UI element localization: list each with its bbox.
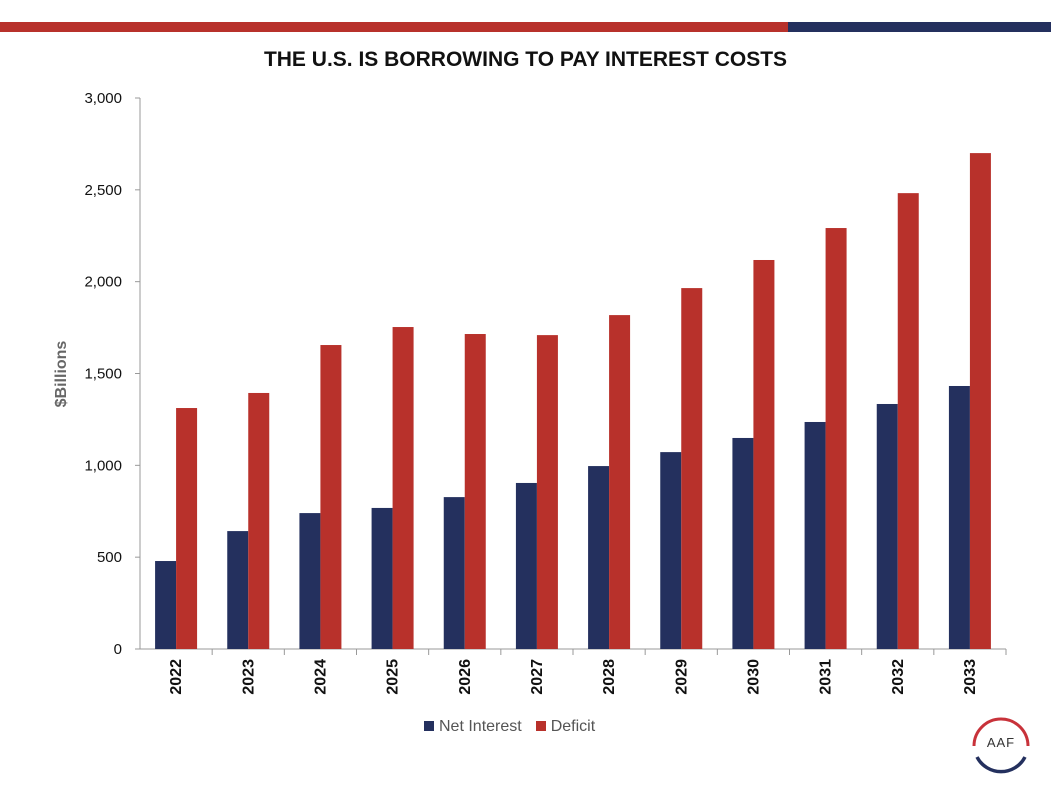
y-tick-label: 500 (97, 549, 122, 566)
x-tick-label: 2029 (673, 659, 690, 695)
y-tick-label: 2,500 (84, 182, 122, 199)
legend-swatch (535, 721, 546, 731)
bar-deficit-2024 (320, 345, 342, 649)
bar-deficit-2033 (969, 153, 991, 649)
x-tick-label: 2026 (457, 659, 474, 695)
y-axis-label: $Billions (53, 341, 70, 408)
top-stripe-red (0, 22, 788, 32)
x-tick-label: 2033 (962, 659, 979, 695)
x-tick-label: 2028 (601, 659, 618, 695)
bar-deficit-2026 (464, 334, 486, 649)
legend-label: Deficit (550, 718, 596, 735)
x-tick-label: 2027 (529, 659, 546, 695)
y-tick-label: 1,500 (84, 366, 122, 383)
x-tick-label: 2031 (818, 659, 835, 695)
x-tick-label: 2022 (168, 659, 185, 695)
y-tick-label: 3,000 (84, 90, 122, 107)
y-tick-label: 1,000 (84, 457, 122, 474)
y-tick-label: 0 (114, 641, 122, 658)
bar-deficit-2027 (536, 335, 558, 649)
bar-deficit-2025 (392, 327, 414, 649)
legend-label: Net Interest (439, 718, 522, 735)
bar-deficit-2022 (176, 408, 198, 649)
y-tick-label: 2,000 (84, 274, 122, 291)
top-stripe-navy (788, 22, 1051, 32)
x-tick-label: 2032 (890, 659, 907, 695)
bar-net-interest-2032 (876, 403, 898, 649)
legend: Net Interest Deficit (424, 718, 595, 736)
x-tick-label: 2030 (745, 659, 762, 695)
x-tick-label: 2025 (385, 659, 402, 695)
bar-net-interest-2025 (371, 507, 393, 649)
legend-item-net-interest: Net Interest (424, 718, 522, 736)
bar-deficit-2031 (825, 228, 847, 649)
bar-deficit-2029 (681, 288, 703, 649)
bar-net-interest-2026 (443, 497, 465, 649)
bar-deficit-2028 (609, 315, 631, 649)
bar-net-interest-2028 (588, 466, 610, 649)
bar-deficit-2032 (897, 193, 919, 649)
legend-item-deficit: Deficit (535, 718, 596, 736)
chart-title: THE U.S. IS BORROWING TO PAY INTEREST CO… (263, 48, 788, 71)
legend-swatch (424, 721, 434, 731)
bar-net-interest-2029 (660, 452, 682, 649)
bar-net-interest-2023 (227, 531, 249, 649)
bar-deficit-2030 (753, 259, 775, 649)
bar-deficit-2023 (248, 392, 270, 649)
bar-net-interest-2024 (299, 513, 321, 649)
bar-net-interest-2030 (732, 437, 754, 649)
bar-net-interest-2027 (515, 482, 537, 649)
bar-net-interest-2022 (155, 561, 177, 649)
x-tick-label: 2023 (240, 659, 257, 695)
bar-net-interest-2033 (948, 385, 970, 649)
x-tick-label: 2024 (312, 659, 329, 695)
bar-net-interest-2031 (804, 421, 826, 649)
